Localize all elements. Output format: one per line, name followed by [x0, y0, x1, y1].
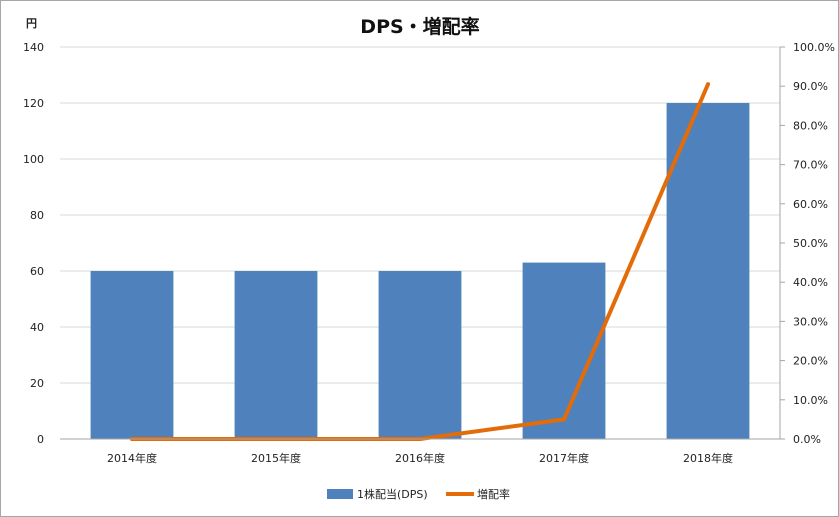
y-right-tick-label: 50.0% — [793, 237, 828, 250]
chart-title: DPS・増配率 — [360, 15, 479, 38]
line-point — [562, 417, 566, 422]
y-left-tick-label: 40 — [30, 321, 44, 334]
y-left-tick-label: 60 — [30, 265, 44, 278]
x-tick-label: 2016年度 — [395, 451, 445, 465]
bar — [666, 103, 750, 439]
y-right-tick-label: 100.0% — [793, 41, 835, 54]
y-left-tick-label: 140 — [23, 41, 44, 54]
bar — [378, 271, 462, 439]
x-tick-label: 2014年度 — [107, 451, 157, 465]
gridlines — [60, 46, 780, 384]
y-right-tick-label: 40.0% — [793, 276, 828, 289]
legend-label-growth: 増配率 — [477, 487, 510, 501]
y-left-tick-label: 80 — [30, 209, 44, 222]
y-right-tick-label: 90.0% — [793, 80, 828, 93]
y-right-tick-label: 70.0% — [793, 159, 828, 172]
y-right-tick-label: 10.0% — [793, 394, 828, 407]
y-right-tick-label: 20.0% — [793, 355, 828, 368]
y-left-tick-label: 20 — [30, 377, 44, 390]
y-right-tick-label: 80.0% — [793, 119, 828, 132]
y-left-tick-label: 120 — [23, 97, 44, 110]
bar — [234, 271, 318, 439]
x-tick-label: 2018年度 — [683, 451, 733, 465]
axes: 0 20 40 60 80 100 120 140 0.0% 10.0% 20.0% 30.0% 40.… — [23, 41, 835, 465]
y-left-tick-label: 100 — [23, 153, 44, 166]
legend: 1株配当(DPS) 増配率 — [327, 487, 510, 501]
x-tick-label: 2015年度 — [251, 451, 301, 465]
y-right-tick-label: 60.0% — [793, 198, 828, 211]
legend-label-dps: 1株配当(DPS) — [357, 487, 428, 501]
y-right-tick-label: 0.0% — [793, 433, 821, 446]
line-point — [706, 82, 710, 87]
x-tick-label: 2017年度 — [539, 451, 589, 465]
bar — [90, 271, 174, 439]
y-left-tick-label: 0 — [37, 433, 44, 446]
y-axis-unit-label: 円 — [26, 17, 37, 30]
legend-swatch-bar — [327, 489, 353, 499]
y-right-tick-label: 30.0% — [793, 315, 828, 328]
